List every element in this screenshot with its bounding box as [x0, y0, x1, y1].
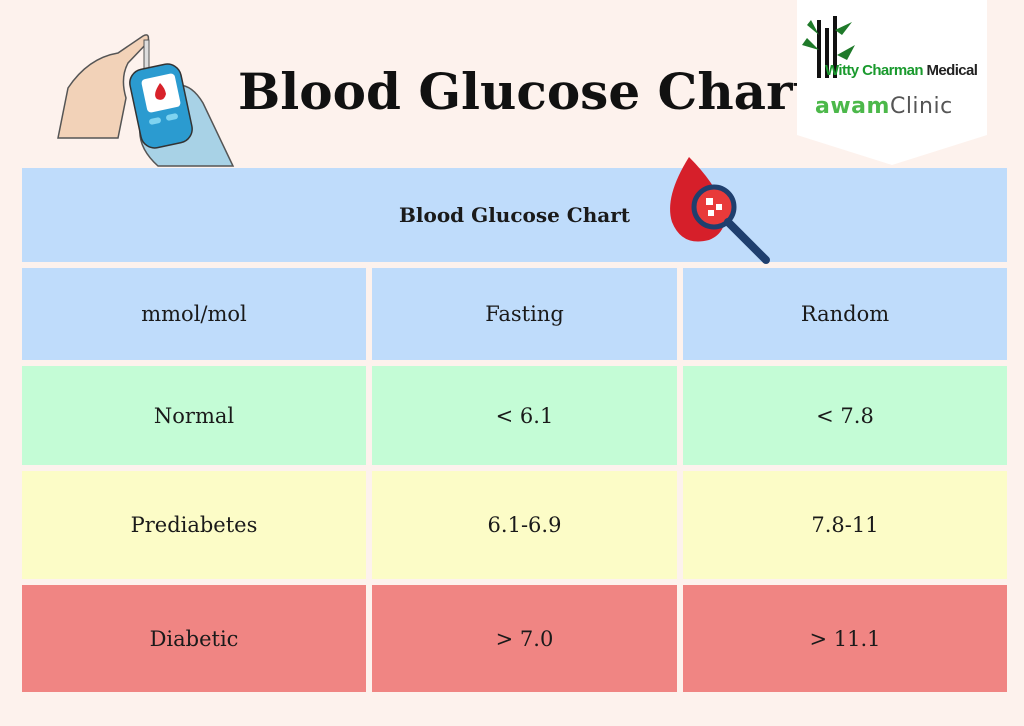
column-header-fasting: Fasting	[372, 268, 677, 360]
diabetic-fasting-value: > 7.0	[372, 585, 677, 692]
row-label-normal: Normal	[22, 366, 366, 465]
prediabetes-random-value: 7.8-11	[683, 471, 1007, 579]
logo-badge	[797, 0, 987, 165]
page-title: Blood Glucose Chart	[238, 62, 816, 121]
glucose-meter-illustration	[57, 34, 235, 167]
logo-awam-clinic: awamClinic	[815, 94, 953, 119]
blood-drop-magnifier-icon	[670, 157, 770, 264]
column-header-random: Random	[683, 268, 1007, 360]
column-header-unit: mmol/mol	[22, 268, 366, 360]
prediabetes-fasting-value: 6.1-6.9	[372, 471, 677, 579]
row-label-prediabetes: Prediabetes	[22, 471, 366, 579]
row-label-diabetic: Diabetic	[22, 585, 366, 692]
diabetic-random-value: > 11.1	[683, 585, 1007, 692]
table-caption: Blood Glucose Chart	[22, 168, 1007, 262]
normal-fasting-value: < 6.1	[372, 366, 677, 465]
normal-random-value: < 7.8	[683, 366, 1007, 465]
logo-witty-charman: Witty Charman Medical	[825, 62, 978, 79]
